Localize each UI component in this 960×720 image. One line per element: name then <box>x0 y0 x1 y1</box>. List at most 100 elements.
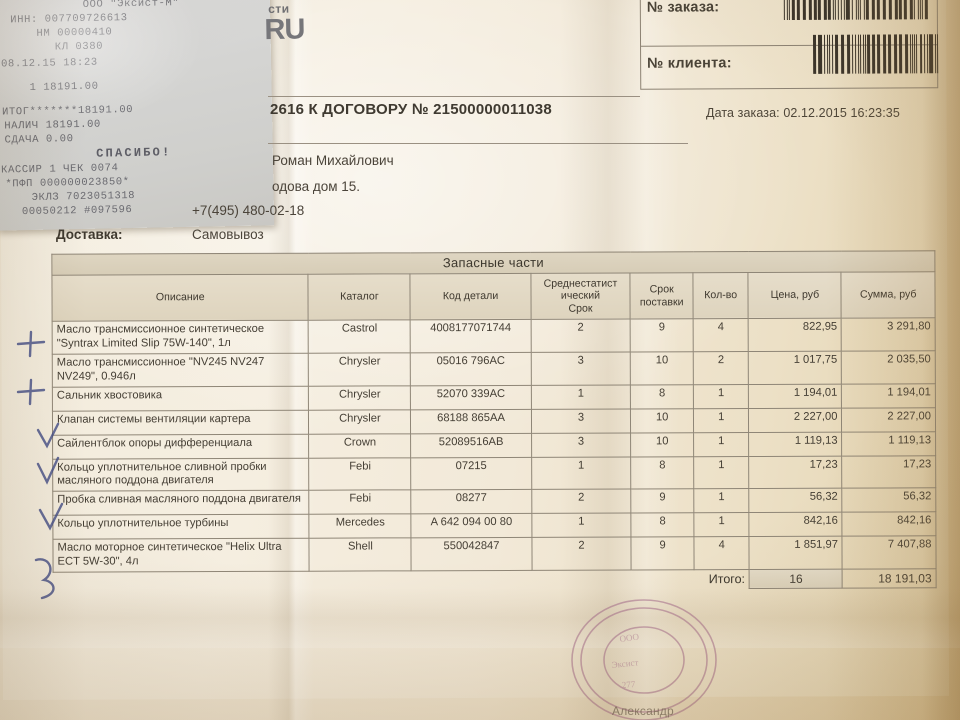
row-price: 17,23 <box>749 455 843 489</box>
column-header-description: Описание <box>51 274 309 322</box>
signature-line: Александр <box>612 704 674 718</box>
lead-line-2: поставки <box>639 296 684 309</box>
total-quantity: 16 <box>749 568 843 590</box>
row-part-code: 4008177071744 <box>410 319 531 353</box>
row-description: Пробка сливная масляного поддона двигате… <box>52 490 310 516</box>
row-quantity: 1 <box>693 488 750 513</box>
row-lead-time: 10 <box>630 432 694 457</box>
column-header-catalog: Каталог <box>308 273 411 321</box>
row-part-code: 07215 <box>411 456 532 490</box>
total-label: Итого: <box>708 571 746 586</box>
row-price: 1 851,97 <box>749 536 843 570</box>
row-price: 1 194,01 <box>748 383 842 409</box>
row-description: Клапан системы вентиляции картера <box>52 409 309 435</box>
avg-line-2: ический <box>560 290 601 303</box>
table-row: Кольцо уплотнительное сливной пробки мас… <box>52 455 936 492</box>
client-barcode <box>812 34 943 74</box>
row-part-code: 52089516AB <box>410 432 532 458</box>
column-header-sum: Сумма, руб <box>841 271 936 319</box>
avg-line-1: Среднестатист <box>543 277 618 290</box>
divider <box>268 143 688 144</box>
row-catalog: Castrol <box>308 320 411 354</box>
row-part-code: 68188 865AA <box>410 408 532 434</box>
row-price: 56,32 <box>749 488 843 513</box>
row-sum: 842,16 <box>842 511 936 537</box>
row-average-term: 3 <box>531 408 631 433</box>
row-quantity: 1 <box>693 384 749 409</box>
receipt-thanks: СПАСИБО! <box>96 145 172 161</box>
row-average-term: 3 <box>530 351 631 385</box>
row-catalog: Chrysler <box>308 385 411 410</box>
row-sum: 2 227,00 <box>841 407 936 432</box>
column-header-average-term: Среднестатист ический Срок <box>530 272 631 320</box>
row-average-term: 2 <box>530 319 631 353</box>
receipt-line: НАЛИЧ 18191.00 <box>4 118 102 133</box>
logo-big-text: RU <box>264 13 305 47</box>
customer-address: одова дом 15. <box>272 179 361 194</box>
row-lead-time: 10 <box>630 408 694 433</box>
delivery-label: Доставка: <box>56 227 123 242</box>
column-header-part-code: Код детали <box>410 273 531 321</box>
row-price: 2 227,00 <box>748 407 843 433</box>
receipt-line: КЛ 0380 <box>54 40 104 54</box>
customer-name: Роман Михайлович <box>272 153 394 168</box>
customer-phone: +7(495) 480-02-18 <box>192 203 305 218</box>
row-price: 1 119,13 <box>748 431 843 457</box>
delivery-value: Самовывоз <box>192 227 264 242</box>
row-average-term: 2 <box>531 489 632 514</box>
row-description: Кольцо уплотнительное сливной пробки мас… <box>52 457 310 492</box>
table-row: Масло трансмиссионное "NV245 NV247 NV249… <box>52 350 936 387</box>
receipt-line: 1 18191.00 <box>29 80 99 94</box>
table-row: Клапан системы вентиляции картера Chrysle… <box>52 407 936 435</box>
row-description: Сайлентблок опоры дифференциала <box>52 433 310 459</box>
row-lead-time: 10 <box>630 351 694 385</box>
receipt-line: ООО "Эксист-М" <box>82 0 180 11</box>
row-average-term: 1 <box>531 456 632 490</box>
row-lead-time: 8 <box>631 512 695 538</box>
lead-line-1: Срок <box>649 283 674 296</box>
table-row: Масло трансмиссионное синтетическое "Syn… <box>52 318 936 355</box>
row-average-term: 1 <box>531 513 632 538</box>
row-sum: 2 035,50 <box>841 350 936 384</box>
column-header-quantity: Кол-во <box>692 272 749 320</box>
row-lead-time: 9 <box>631 488 694 514</box>
receipt-line: НМ 00000410 <box>36 26 113 40</box>
row-lead-time: 8 <box>630 384 694 409</box>
total-sum: 18 191,03 <box>842 568 937 589</box>
row-catalog: Chrysler <box>308 352 411 386</box>
receipt-line: ИТОГ*******18191.00 <box>1 103 134 119</box>
row-price: 822,95 <box>748 318 842 352</box>
table-body: Масло трансмиссионное синтетическое "Syn… <box>52 318 937 572</box>
receipt-line: СДАЧА 0.00 <box>4 133 74 147</box>
row-catalog: Mercedes <box>309 513 412 539</box>
table-row: Сайлентблок опоры дифференциала Crown 5208… <box>52 431 936 459</box>
row-quantity: 1 <box>693 408 749 433</box>
client-number-label: № клиента: <box>647 55 732 72</box>
row-quantity: 2 <box>693 351 749 385</box>
receipt-line: ЭКЛЗ 7023051318 <box>31 189 136 204</box>
row-part-code: A 642 094 00 80 <box>411 513 532 538</box>
row-quantity: 4 <box>694 536 750 570</box>
row-price: 842,16 <box>749 512 843 537</box>
row-catalog: Febi <box>309 457 412 491</box>
row-quantity: 1 <box>693 512 750 537</box>
row-description: Кольцо уплотнительное турбины <box>52 514 310 540</box>
row-sum: 3 291,80 <box>841 318 936 352</box>
divider <box>268 96 640 97</box>
row-quantity: 4 <box>693 319 749 352</box>
row-catalog: Crown <box>308 433 412 458</box>
row-part-code: 08277 <box>411 489 532 514</box>
order-number-label: № заказа: <box>646 0 720 16</box>
row-sum: 1 119,13 <box>842 431 936 456</box>
avg-line-3: Срок <box>568 302 593 315</box>
receipt-line: 00050212 #097596 <box>21 204 133 219</box>
row-catalog: Shell <box>309 537 412 571</box>
row-average-term: 3 <box>531 432 631 457</box>
row-description: Масло трансмиссионное "NV245 NV247 NV249… <box>52 353 309 387</box>
row-sum: 7 407,88 <box>842 535 937 569</box>
receipt-line: КАССИР 1 ЧЕК 0074 <box>1 162 119 177</box>
cash-register-receipt: ООО "Эксист-М" ИНН: 007709726613 НМ 0000… <box>0 0 275 231</box>
table-row: Кольцо уплотнительное турбины Mercedes A 6… <box>52 511 936 540</box>
order-barcode <box>783 0 931 21</box>
